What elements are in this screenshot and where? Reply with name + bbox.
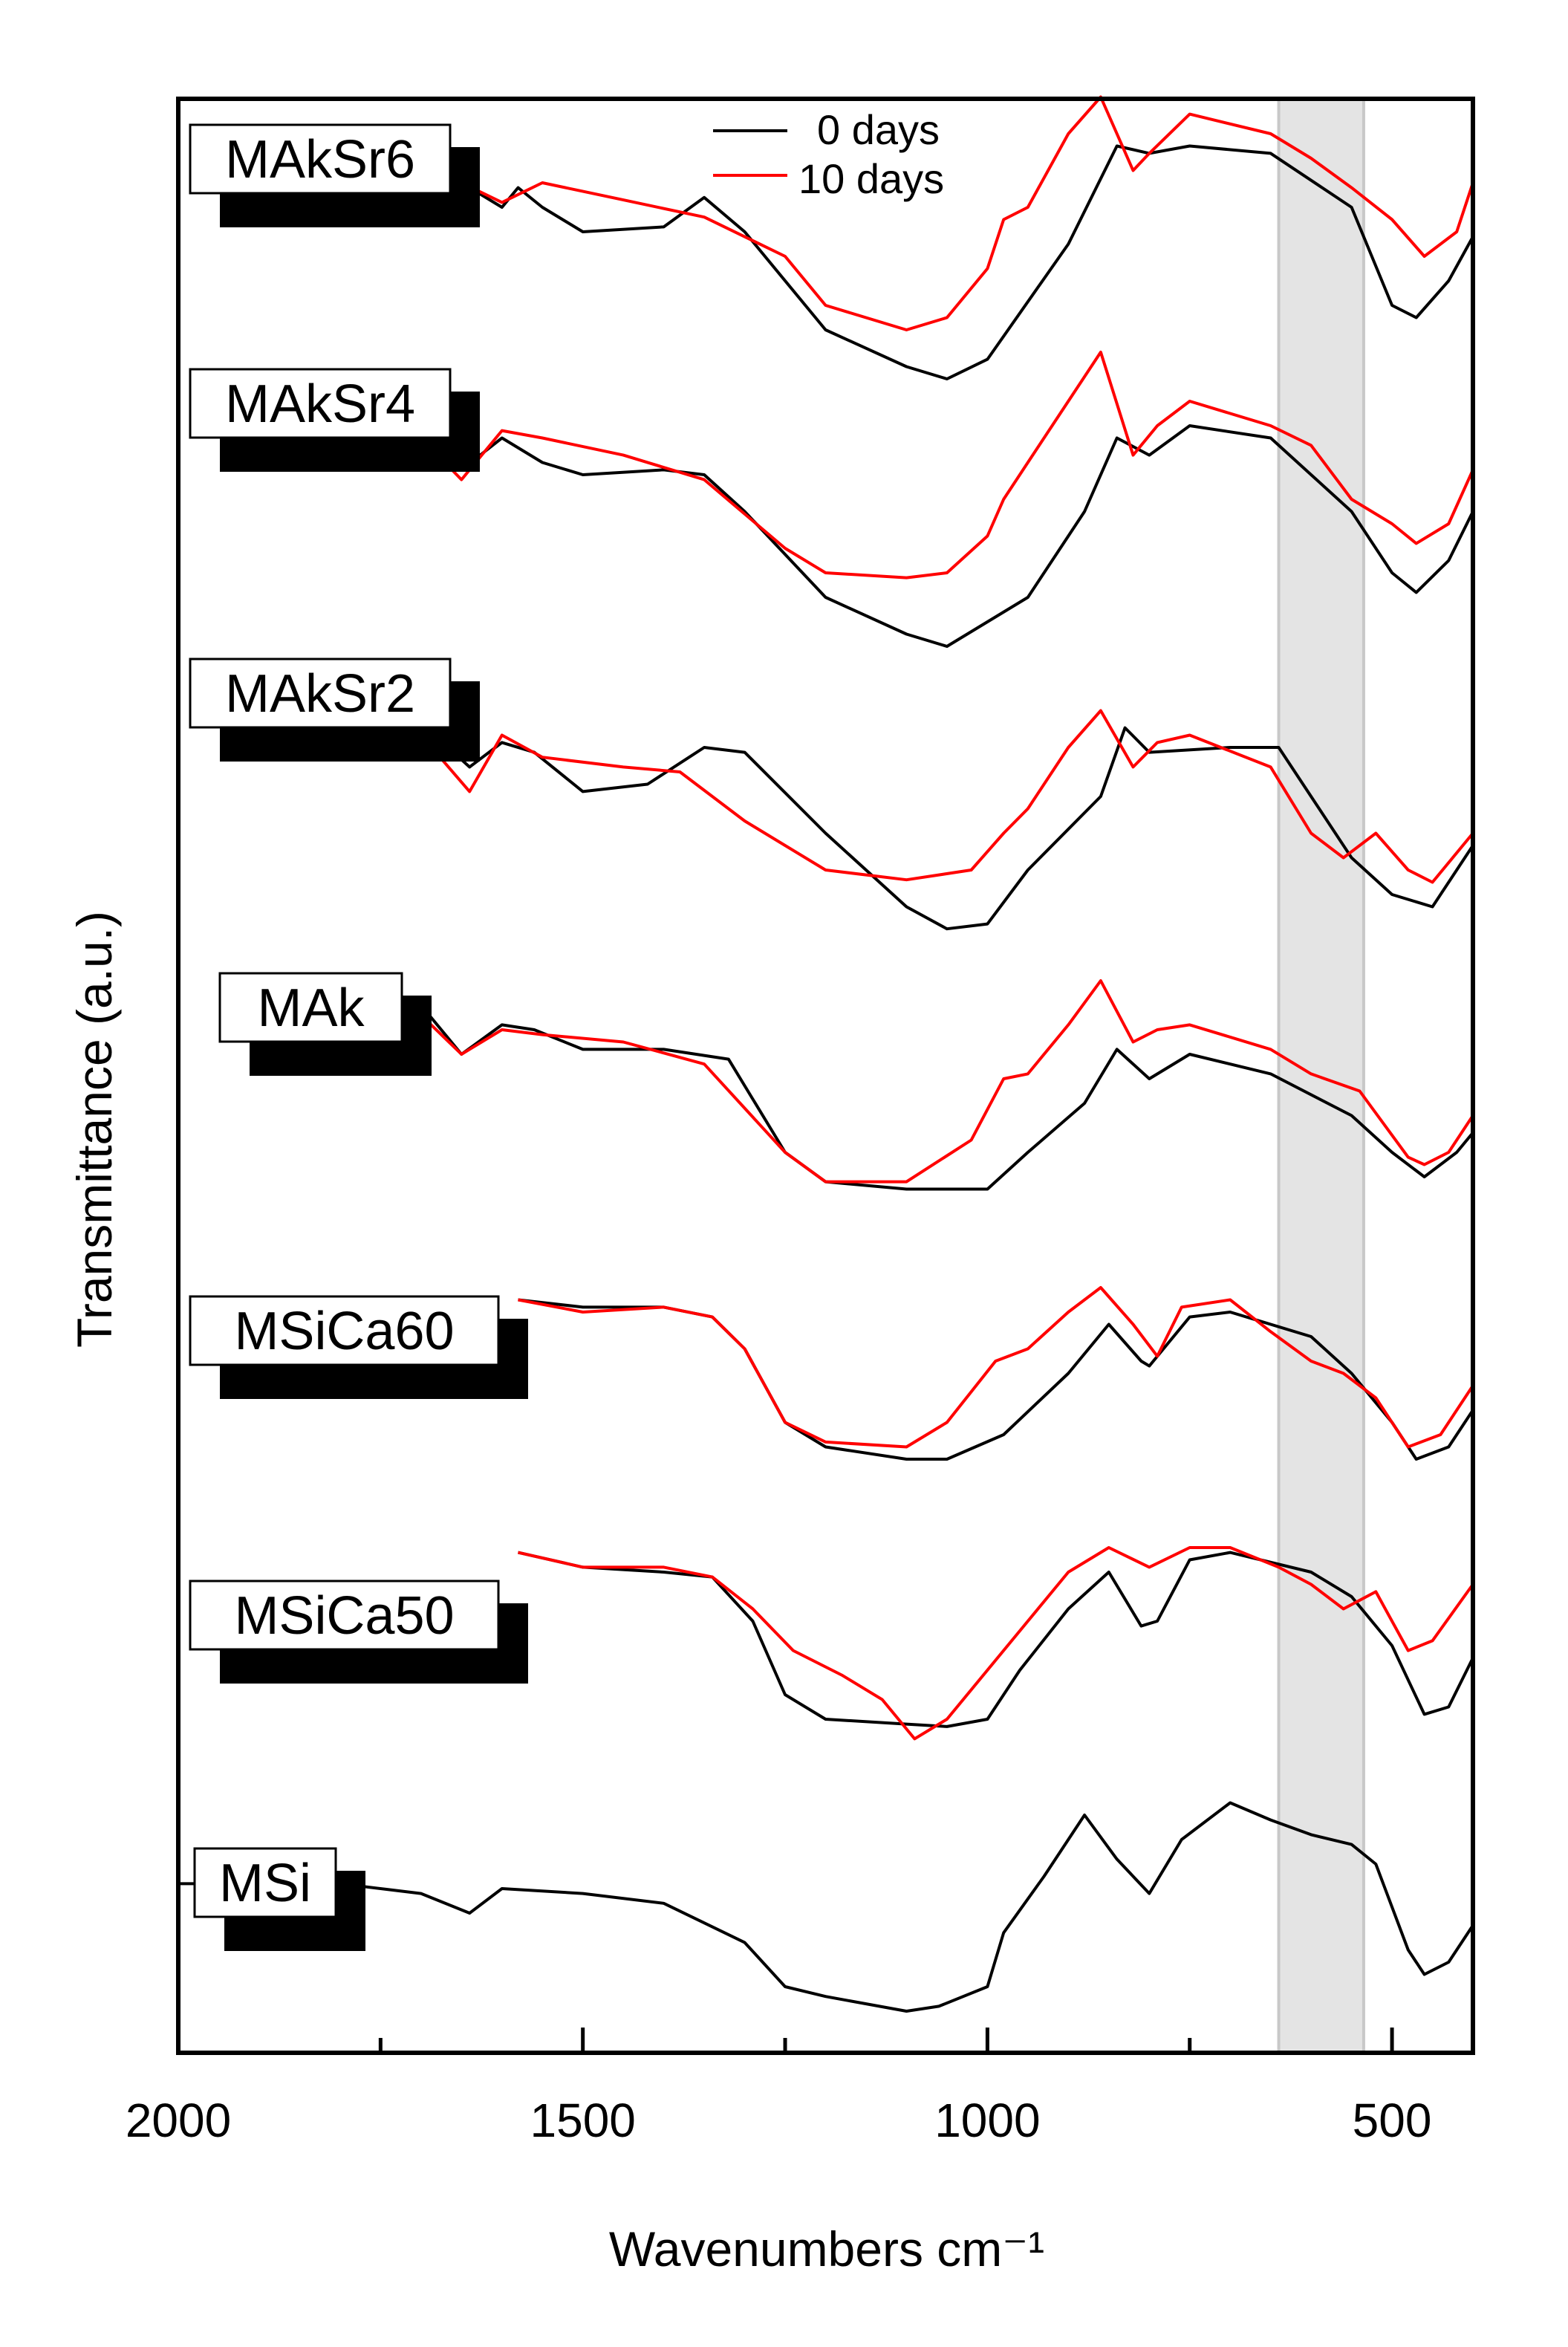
series-line-mak-10-days [339,979,1474,1184]
legend-label-10-days: 10 days [798,155,944,202]
series-line-maksr4-0-days [339,412,1474,648]
series-layer [178,95,1474,2013]
series-line-maksr6-0-days [339,144,1474,380]
series-line-mak-0-days [339,991,1474,1191]
series-line-maksr4-10-days [339,351,1474,580]
label-box-msica50 [189,1580,500,1651]
label-box-msica60 [189,1295,500,1366]
x-tick-label-1000: 1000 [934,2094,1040,2147]
series-line-maksr6-10-days [339,95,1474,331]
series-line-msica50-0-days [518,1551,1474,1728]
label-box-msi [193,1847,337,1918]
plot-frame [176,97,1475,2055]
x-tick-label-1500: 1500 [530,2094,636,2147]
series-line-maksr2-10-days [339,709,1474,884]
series-line-msica50-10-days [518,1546,1474,1741]
legend-label-0-days: 0 days [817,106,940,153]
sample-label-maksr4: MAkSr4 [225,374,415,434]
ticks-layer: 2000 1500 1000 500 [126,2028,1432,2147]
sample-label-mak: MAk [258,978,365,1038]
label-box-maksr4 [189,368,452,439]
x-tick-label-2000: 2000 [126,2094,231,2147]
series-line-msica60-10-days [518,1286,1474,1449]
highlight-band [1277,97,1365,2054]
y-axis-title: Transmittance (a.u.) [67,911,122,1348]
x-tick-label-500: 500 [1353,2094,1432,2147]
sample-label-maksr6: MAkSr6 [225,130,415,189]
sample-label-msi: MSi [219,1854,311,1913]
label-box-maksr2 [189,658,452,729]
x-axis-title: Wavenumbers cm⁻¹ [609,2221,1044,2276]
sample-label-msica60: MSiCa60 [234,1302,454,1361]
legend: 0 days 10 days [713,106,944,202]
label-box-mak [218,972,403,1043]
label-box-maksr6 [189,123,452,195]
series-line-msi-0-days [178,1801,1474,2013]
labels-layer: MAkSr6 MAkSr4 MAkSr2 MAk MSiCa60 MSiCa50 MSi [189,123,528,1951]
sample-label-msica50: MSiCa50 [234,1586,454,1646]
sample-label-maksr2: MAkSr2 [225,664,415,724]
